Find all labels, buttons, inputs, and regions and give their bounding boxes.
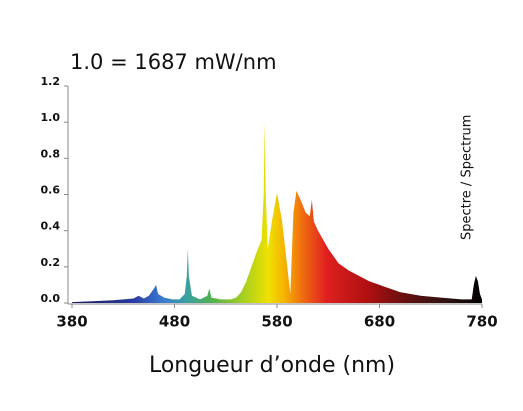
y-tick-label: 0.8 xyxy=(41,147,61,160)
x-axis-label: Longueur d’onde (nm) xyxy=(149,353,395,378)
x-tick-label: 780 xyxy=(466,313,497,331)
y-tick-label: 0.2 xyxy=(41,256,61,269)
y-tick-label: 1.0 xyxy=(41,111,61,124)
spectrum-area xyxy=(72,122,482,304)
y-tick-label: 0.6 xyxy=(41,184,61,197)
chart-title: 1.0 = 1687 mW/nm xyxy=(70,50,277,74)
y-tick-label: 1.2 xyxy=(41,75,61,88)
y-tick-label: 0.4 xyxy=(41,220,61,233)
x-tick-label: 380 xyxy=(56,313,87,331)
annotation: Spectre / Spectrum xyxy=(460,115,475,240)
y-tick-label: 0.0 xyxy=(41,292,61,305)
x-tick-label: 580 xyxy=(261,313,292,331)
x-tick-label: 680 xyxy=(364,313,395,331)
x-tick-label: 480 xyxy=(159,313,190,331)
